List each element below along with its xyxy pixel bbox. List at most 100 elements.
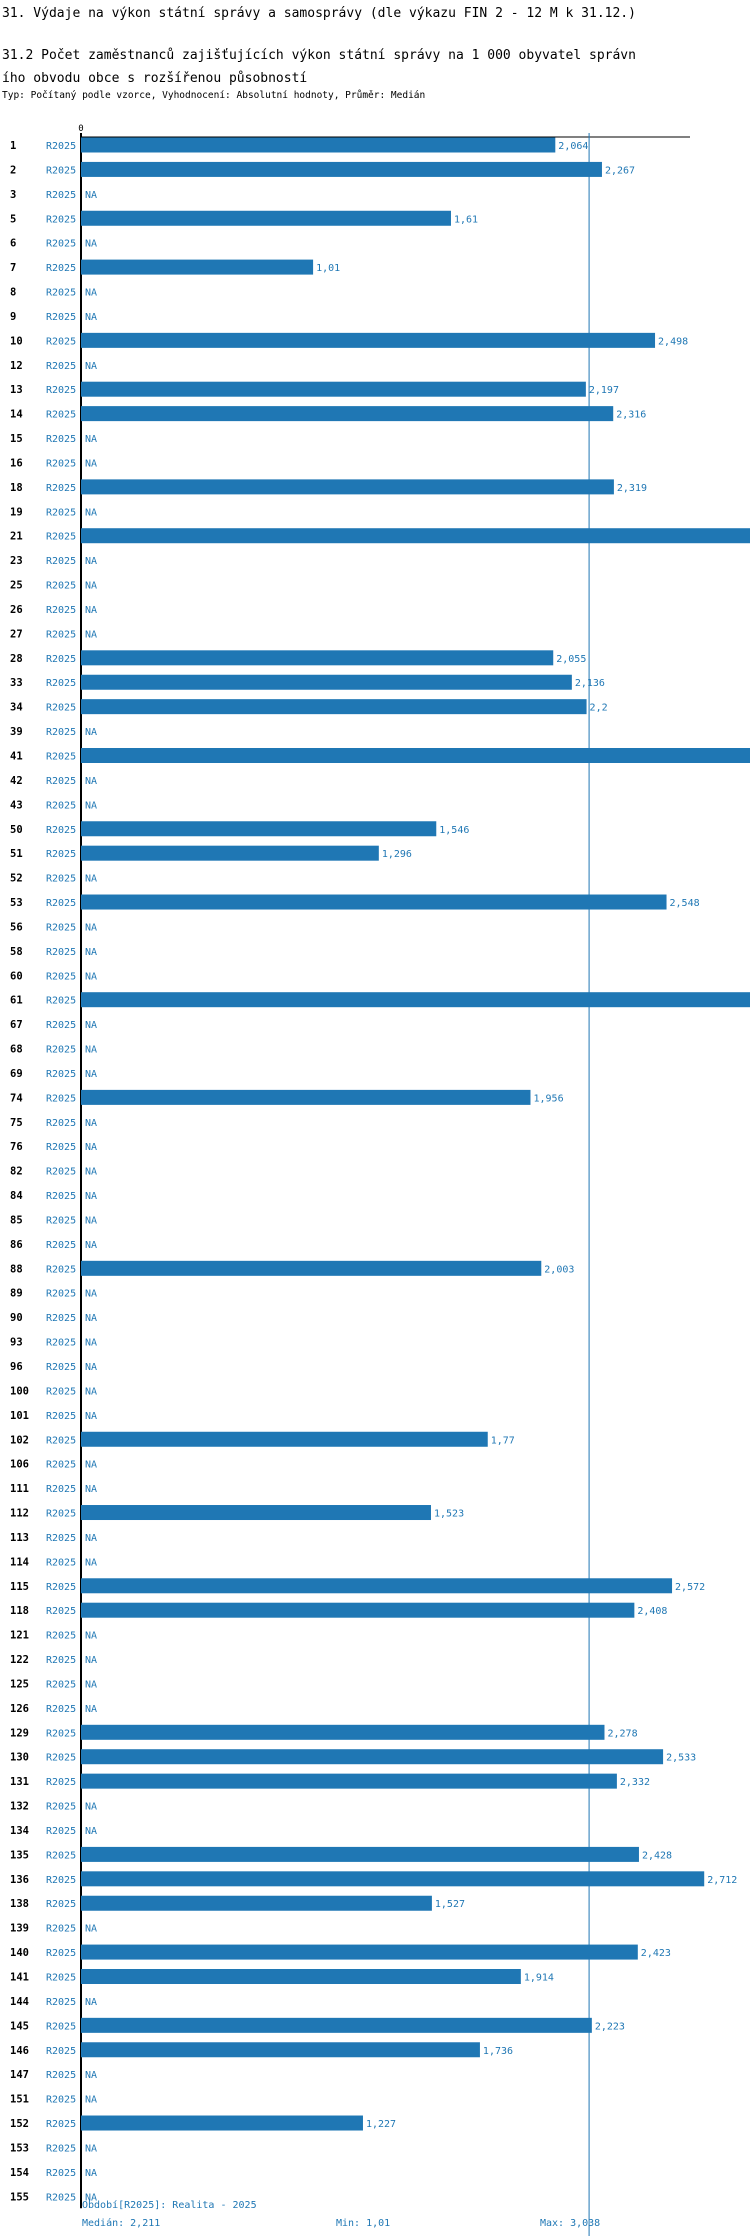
- value-label: 2,423: [641, 1948, 671, 1959]
- footer-max: Max: 3,038: [540, 2218, 601, 2229]
- category-label: 51: [10, 848, 23, 860]
- bar: [81, 1944, 638, 1960]
- series-label: R2025: [46, 2119, 76, 2130]
- series-label: R2025: [46, 483, 76, 494]
- na-label: NA: [85, 1289, 97, 1300]
- na-label: NA: [85, 1215, 97, 1226]
- value-label: 2,319: [617, 483, 647, 494]
- value-label: 1,61: [454, 214, 478, 225]
- category-label: 147: [10, 2069, 29, 2081]
- category-label: 5: [10, 213, 16, 225]
- series-label: R2025: [46, 385, 76, 396]
- series-label: R2025: [46, 312, 76, 323]
- category-label: 115: [10, 1581, 29, 1593]
- series-label: R2025: [46, 776, 76, 787]
- series-label: R2025: [46, 1167, 76, 1178]
- category-label: 39: [10, 726, 23, 738]
- series-label: R2025: [46, 996, 76, 1007]
- value-label: 2,003: [544, 1264, 574, 1275]
- series-label: R2025: [46, 434, 76, 445]
- na-label: NA: [85, 1924, 97, 1935]
- category-label: 126: [10, 1703, 29, 1715]
- na-label: NA: [85, 776, 97, 787]
- bar: [81, 992, 750, 1008]
- bar: [81, 1578, 673, 1594]
- na-label: NA: [85, 1704, 97, 1715]
- value-label: 2,428: [642, 1850, 672, 1861]
- series-label: R2025: [46, 556, 76, 567]
- footer-min: Min: 1,01: [336, 2218, 391, 2229]
- na-label: NA: [85, 288, 97, 299]
- category-label: 33: [10, 677, 23, 689]
- series-label: R2025: [46, 1484, 76, 1495]
- value-label: 2,548: [670, 898, 700, 909]
- category-label: 84: [10, 1190, 23, 1202]
- series-label: R2025: [46, 1533, 76, 1544]
- category-label: 68: [10, 1044, 23, 1056]
- series-label: R2025: [46, 1313, 76, 1324]
- category-label: 27: [10, 628, 23, 640]
- value-label: 2,498: [658, 336, 688, 347]
- series-label: R2025: [46, 1557, 76, 1568]
- na-label: NA: [85, 1362, 97, 1373]
- category-label: 131: [10, 1776, 29, 1788]
- series-label: R2025: [46, 1753, 76, 1764]
- series-label: R2025: [46, 1899, 76, 1910]
- category-label: 60: [10, 970, 23, 982]
- value-label: 2,223: [595, 2021, 625, 2032]
- axis-zero-label: 0: [78, 124, 83, 134]
- series-label: R2025: [46, 1069, 76, 1080]
- series-label: R2025: [46, 1264, 76, 1275]
- series-label: R2025: [46, 1191, 76, 1202]
- value-label: 2,136: [575, 678, 605, 689]
- series-label: R2025: [46, 1020, 76, 1031]
- footer-median: Medián: 2,211: [82, 2218, 161, 2229]
- series-label: R2025: [46, 1509, 76, 1520]
- category-label: 25: [10, 580, 23, 592]
- bar: [81, 1749, 664, 1765]
- bar: [81, 1773, 617, 1789]
- na-label: NA: [85, 1045, 97, 1056]
- bar: [81, 650, 554, 666]
- category-label: 152: [10, 2118, 29, 2130]
- na-label: NA: [85, 874, 97, 885]
- category-label: 19: [10, 506, 23, 518]
- series-label: R2025: [46, 2021, 76, 2032]
- category-label: 154: [10, 2167, 29, 2179]
- category-label: 153: [10, 2142, 29, 2154]
- series-label: R2025: [46, 1460, 76, 1471]
- series-label: R2025: [46, 1948, 76, 1959]
- category-label: 74: [10, 1092, 23, 1104]
- series-label: R2025: [46, 141, 76, 152]
- na-label: NA: [85, 1460, 97, 1471]
- bars-layer: [81, 137, 750, 2131]
- series-label: R2025: [46, 1142, 76, 1153]
- series-label: R2025: [46, 825, 76, 836]
- na-label: NA: [85, 361, 97, 372]
- series-label: R2025: [46, 947, 76, 958]
- series-label: R2025: [46, 1679, 76, 1690]
- series-label: R2025: [46, 1093, 76, 1104]
- na-label: NA: [85, 2095, 97, 2106]
- category-label: 10: [10, 335, 23, 347]
- na-label: NA: [85, 1191, 97, 1202]
- bar: [81, 210, 451, 226]
- na-label: NA: [85, 507, 97, 518]
- na-label: NA: [85, 1826, 97, 1837]
- series-label: R2025: [46, 800, 76, 811]
- category-label: 75: [10, 1117, 23, 1129]
- category-label: 76: [10, 1141, 23, 1153]
- category-label: 50: [10, 824, 23, 836]
- category-label: 26: [10, 604, 23, 616]
- value-label: 1,527: [435, 1899, 465, 1910]
- series-label: R2025: [46, 1728, 76, 1739]
- series-label: R2025: [46, 727, 76, 738]
- category-label: 9: [10, 311, 16, 323]
- series-label: R2025: [46, 1704, 76, 1715]
- bar: [81, 2042, 480, 2058]
- bar: [81, 528, 750, 544]
- category-label: 122: [10, 1654, 29, 1666]
- value-label: 2,267: [605, 165, 635, 176]
- category-label: 102: [10, 1434, 29, 1446]
